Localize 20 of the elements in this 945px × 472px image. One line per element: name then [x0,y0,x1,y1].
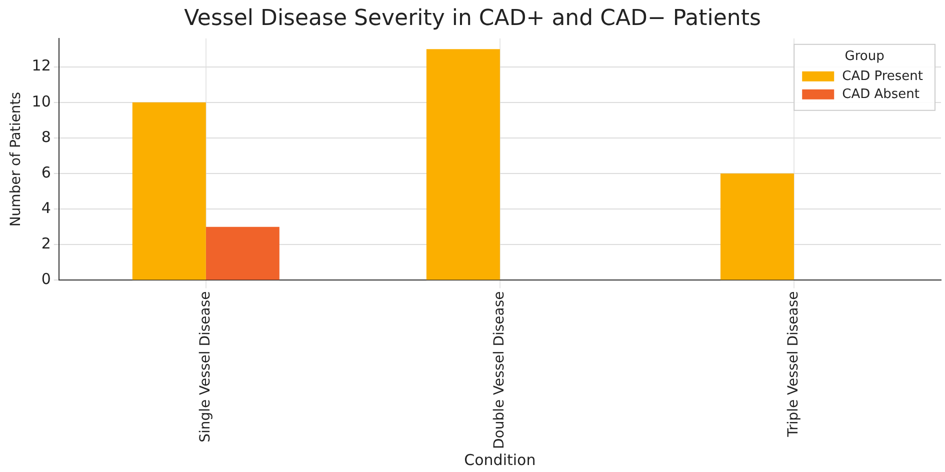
y-tick-label: 2 [41,234,51,253]
y-tick-label: 8 [41,128,51,146]
x-tick-label: Double Vessel Disease [492,291,508,450]
chart-title: Vessel Disease Severity in CAD+ and CAD− Patients [184,6,761,31]
legend-label: CAD Present [842,68,923,84]
legend-title: Group [844,48,884,64]
bar [132,102,206,280]
bar [206,226,280,280]
y-axis-title: Number of Patients [8,92,24,227]
x-axis-title: Condition [464,450,536,469]
y-tick-label: 10 [32,92,51,110]
y-tick-label: 4 [41,198,51,217]
y-tick-label: 0 [41,270,51,288]
bar [426,49,500,280]
y-tick-label: 12 [32,56,51,75]
x-tick-label: Single Vessel Disease [198,291,214,442]
bar [720,174,794,280]
x-tick-label: Triple Vessel Disease [786,291,802,438]
y-tick-label: 6 [41,163,51,182]
legend-label: CAD Absent [842,86,920,102]
